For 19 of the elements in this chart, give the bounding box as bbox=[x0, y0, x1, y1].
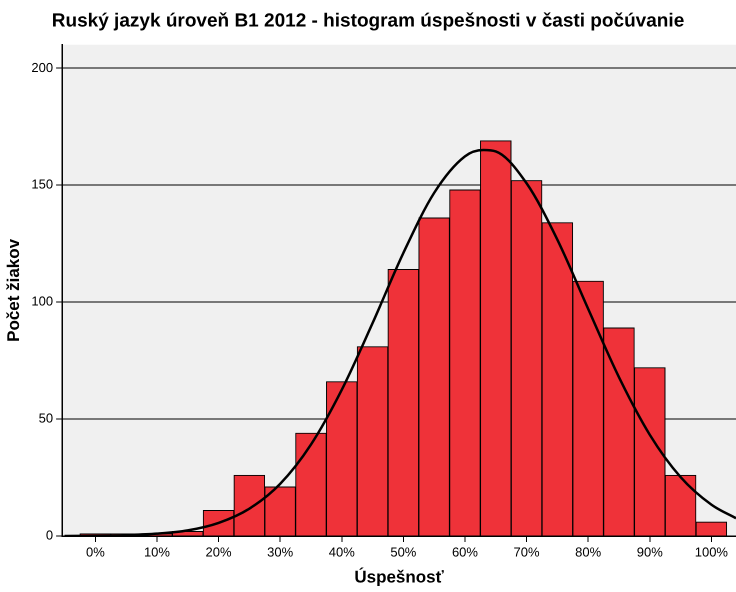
chart-title: Ruský jazyk úroveň B1 2012 - histogram úspešnosti v časti počúvanie bbox=[52, 10, 684, 32]
x-axis-title: Úspešnosť bbox=[354, 566, 445, 586]
y-tick-label: 0 bbox=[46, 528, 54, 543]
y-axis-title: Počet žiakov bbox=[4, 238, 23, 342]
x-tick-label: 60% bbox=[452, 544, 478, 560]
x-tick-label: 50% bbox=[390, 544, 417, 560]
x-tick-label: 20% bbox=[206, 544, 232, 560]
x-tick-label: 70% bbox=[514, 544, 540, 560]
y-tick-label: 150 bbox=[31, 176, 54, 192]
y-tick-label: 50 bbox=[38, 410, 54, 426]
x-tick-label: 90% bbox=[636, 544, 664, 560]
x-tick-label: 10% bbox=[144, 544, 170, 560]
x-tick-label: 40% bbox=[328, 544, 356, 560]
y-tick-label: 200 bbox=[31, 60, 54, 75]
x-tick-label: 0% bbox=[86, 544, 106, 560]
y-tick-label: 100 bbox=[31, 294, 54, 309]
x-tick-label: 80% bbox=[575, 544, 602, 560]
x-tick-label: 100% bbox=[694, 544, 728, 560]
x-tick-label: 30% bbox=[267, 544, 294, 560]
